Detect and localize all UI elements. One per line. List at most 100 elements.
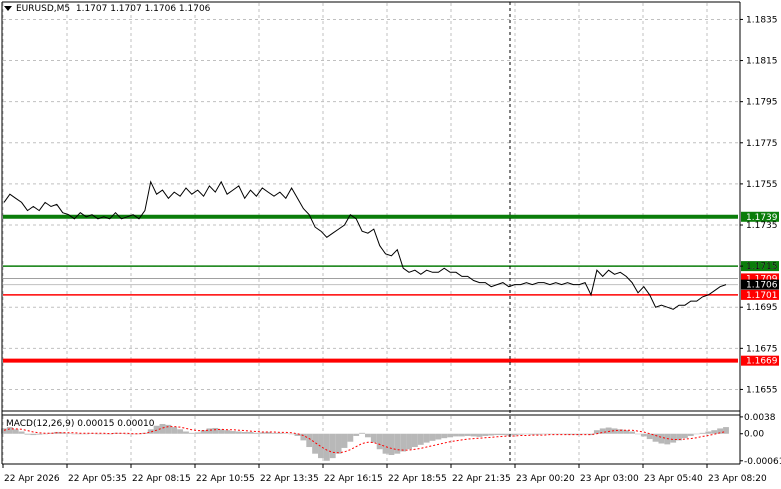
macd-bar xyxy=(241,431,248,434)
macd-bar xyxy=(464,433,471,436)
macd-bar xyxy=(36,433,43,435)
macd-bar xyxy=(558,433,565,435)
macd-bar xyxy=(623,430,630,434)
macd-bar xyxy=(177,429,184,434)
macd-bar xyxy=(423,433,430,443)
level-label-box xyxy=(741,273,779,284)
macd-bar xyxy=(235,431,242,434)
macd-bar xyxy=(500,433,506,436)
macd-bar xyxy=(470,433,477,437)
dropdown-triangle-icon[interactable] xyxy=(4,6,12,11)
macd-bar xyxy=(546,433,553,435)
macd-bar xyxy=(312,433,319,454)
time-tick-label: 22 Apr 2026 xyxy=(4,474,60,484)
macd-bar xyxy=(388,433,395,456)
price-tick-label: 1.1675 xyxy=(746,344,778,354)
macd-bar xyxy=(94,433,101,435)
macd-bar xyxy=(188,432,195,434)
macd-bar xyxy=(711,430,718,434)
macd-bar xyxy=(100,433,107,435)
macd-bar xyxy=(488,433,495,436)
price-tick-label: 1.1655 xyxy=(746,385,778,395)
macd-bar xyxy=(347,433,354,442)
macd-panel[interactable]: 0.0038 0.00 -0.00061 xyxy=(1,413,781,467)
macd-bar xyxy=(77,433,84,435)
macd-bar xyxy=(635,433,641,435)
macd-bar xyxy=(300,433,307,441)
macd-bar xyxy=(511,433,518,436)
macd-bar xyxy=(18,431,25,434)
macd-bar xyxy=(365,433,371,438)
price-line xyxy=(3,180,727,310)
macd-bar xyxy=(318,433,324,459)
macd-bar xyxy=(271,432,277,434)
price-tick-label: 1.1775 xyxy=(746,139,778,149)
macd-bar xyxy=(717,428,724,434)
macd-bar xyxy=(329,433,336,459)
macd-bar xyxy=(48,432,54,434)
macd-bar xyxy=(411,433,418,448)
macd-bar xyxy=(658,433,665,444)
macd-bar xyxy=(582,433,589,435)
ohlc-values: 1.1707 1.1707 1.1706 1.1706 xyxy=(75,4,211,14)
macd-bar xyxy=(1,428,7,434)
level-label: 1.1669 xyxy=(746,357,778,367)
macd-tick-label: -0.00061 xyxy=(744,457,781,467)
macd-bar xyxy=(617,429,624,434)
macd-bar xyxy=(447,433,454,438)
macd-tick-label: 0.0038 xyxy=(744,413,776,423)
macd-bar xyxy=(247,431,254,434)
macd-bar xyxy=(441,433,448,439)
macd-bar xyxy=(83,433,90,435)
macd-bar xyxy=(194,432,201,434)
macd-bar xyxy=(699,432,706,434)
level-label: 1.1701 xyxy=(746,291,778,301)
level-label: 1.1709 xyxy=(746,274,778,284)
macd-bar xyxy=(200,430,207,434)
macd-bar xyxy=(494,433,501,436)
macd-bar xyxy=(65,433,72,434)
macd-bar xyxy=(282,433,289,434)
macd-bar xyxy=(517,433,524,435)
macd-bar xyxy=(24,433,31,435)
chart-header: EURUSD,M5 1.1707 1.1707 1.1706 1.1706 xyxy=(4,4,210,14)
price-tick-label: 1.1755 xyxy=(746,180,778,190)
macd-bar xyxy=(505,433,512,436)
macd-bar xyxy=(259,432,266,434)
macd-bar xyxy=(611,428,618,434)
macd-bar xyxy=(229,431,236,434)
time-tick-label: 23 Apr 08:20 xyxy=(708,474,767,484)
price-grid xyxy=(2,3,738,410)
price-tick-label: 1.1835 xyxy=(746,15,778,25)
macd-bar xyxy=(652,433,659,442)
macd-grid xyxy=(2,416,708,463)
macd-bar xyxy=(253,432,260,434)
macd-bar xyxy=(136,433,142,435)
macd-bar xyxy=(147,429,154,434)
macd-bar xyxy=(482,433,489,436)
macd-bar xyxy=(406,433,412,450)
macd-bar xyxy=(588,433,594,436)
time-tick-label: 22 Apr 10:55 xyxy=(196,474,255,484)
macd-bar xyxy=(306,433,313,448)
macd-bar xyxy=(629,431,636,434)
macd-bar xyxy=(564,433,571,435)
time-tick-label: 22 Apr 08:15 xyxy=(132,474,191,484)
macd-bar xyxy=(171,427,178,434)
time-axis: 22 Apr 2026 22 Apr 05:35 22 Apr 08:15 22 Ap… xyxy=(2,464,767,484)
macd-bar xyxy=(541,433,547,435)
macd-bar xyxy=(118,433,125,434)
macd-bar xyxy=(376,433,383,450)
macd-bar xyxy=(30,433,37,436)
macd-bar xyxy=(535,433,542,435)
macd-bar xyxy=(59,432,66,434)
macd-bar xyxy=(552,433,559,435)
price-tick-label: 1.1735 xyxy=(746,221,778,231)
macd-bar xyxy=(206,428,213,434)
level-label-box xyxy=(741,289,779,300)
macd-bar xyxy=(323,433,330,461)
macd-bar xyxy=(593,430,600,434)
macd-bar xyxy=(165,424,172,434)
